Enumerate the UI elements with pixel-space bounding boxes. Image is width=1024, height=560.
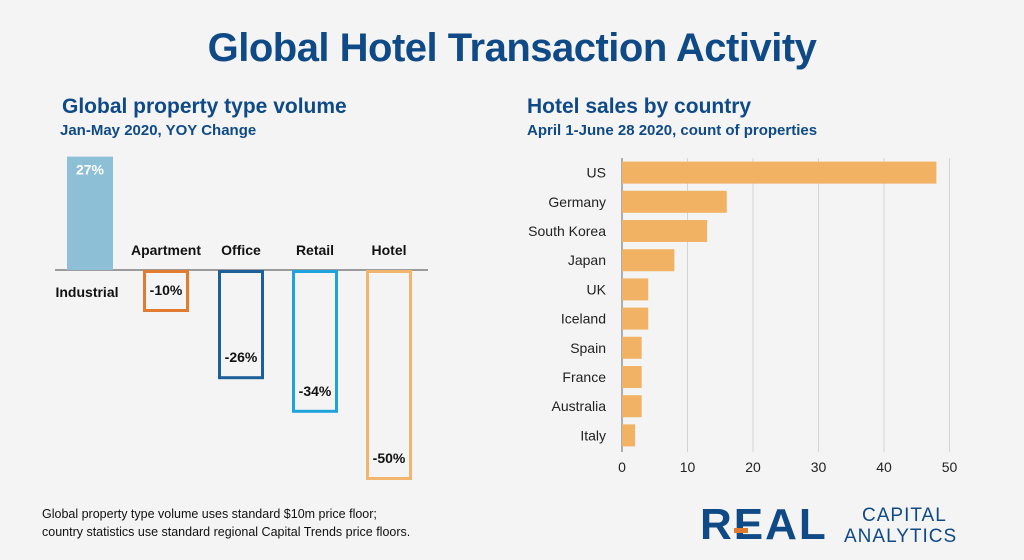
bar-iceland — [622, 307, 649, 330]
logo-line-2: ANALYTICS — [844, 526, 957, 546]
data-label-hotel: -50% — [373, 450, 406, 466]
data-label-retail: -34% — [299, 383, 332, 399]
bar-germany — [622, 190, 727, 213]
footnote-line-1: Global property type volume uses standar… — [42, 507, 377, 521]
category-label-australia: Australia — [552, 398, 607, 414]
bar-uk — [622, 278, 649, 301]
x-tick-label-20: 20 — [745, 459, 761, 475]
bar-us — [622, 161, 937, 184]
bar-south-korea — [622, 220, 708, 242]
data-label-industrial: 27% — [76, 162, 105, 178]
page-title: Global Hotel Transaction Activity — [207, 26, 817, 70]
bar-industrial — [67, 156, 113, 270]
x-tick-label-40: 40 — [876, 459, 892, 475]
logo-accent-bar — [734, 528, 748, 533]
category-label-uk: UK — [587, 281, 607, 297]
category-label-hotel: Hotel — [372, 242, 407, 258]
bar-japan — [622, 249, 675, 272]
logo-line-1: CAPITAL — [862, 505, 947, 526]
x-tick-label-30: 30 — [811, 459, 827, 475]
category-label-retail: Retail — [296, 242, 334, 258]
x-tick-label-10: 10 — [680, 459, 696, 475]
bar-retail — [292, 270, 338, 413]
bar-france — [622, 366, 642, 388]
category-label-germany: Germany — [548, 194, 606, 210]
bar-hotel — [366, 270, 412, 480]
bar-italy — [622, 424, 636, 447]
category-label-office: Office — [221, 242, 261, 258]
category-label-industrial: Industrial — [55, 284, 118, 300]
data-label-apartment: -10% — [150, 282, 183, 298]
bar-australia — [622, 395, 642, 418]
category-label-france: France — [562, 369, 606, 385]
right-chart-subtitle: April 1-June 28 2020, count of propertie… — [527, 122, 818, 139]
left-chart-subtitle: Jan-May 2020, YOY Change — [60, 122, 257, 139]
category-label-apartment: Apartment — [131, 242, 201, 258]
category-label-italy: Italy — [580, 427, 606, 443]
right-chart-title: Hotel sales by country — [527, 95, 752, 118]
real-capital-analytics-logo: REAL CAPITAL ANALYTICS — [700, 500, 1010, 551]
x-tick-label-50: 50 — [942, 459, 958, 475]
bar-office — [218, 270, 264, 380]
bar-spain — [622, 336, 642, 359]
footnote: Global property type volume uses standar… — [42, 505, 410, 541]
category-label-spain: Spain — [570, 340, 606, 356]
footnote-line-2: country statistics use standard regional… — [42, 525, 411, 539]
category-label-iceland: Iceland — [561, 311, 606, 327]
data-label-office: -26% — [225, 349, 258, 365]
x-tick-label-0: 0 — [618, 459, 626, 475]
left-chart-title: Global property type volume — [62, 95, 347, 118]
category-label-south-korea: South Korea — [528, 223, 606, 239]
bar-apartment — [143, 270, 189, 312]
category-label-japan: Japan — [568, 252, 606, 268]
logo-main-text: REAL — [700, 502, 828, 546]
category-label-us: US — [587, 165, 606, 181]
